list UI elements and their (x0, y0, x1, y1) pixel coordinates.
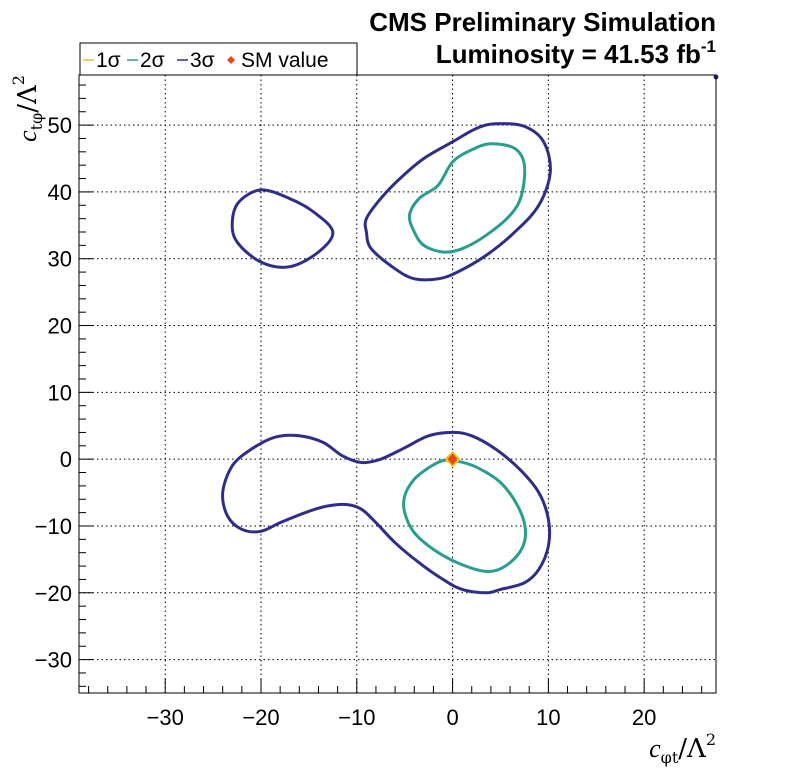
y-tick-label: −30 (35, 648, 72, 673)
plot-frame (78, 74, 717, 694)
sm-value-marker (445, 451, 460, 468)
contour-3sigma-0 (363, 122, 552, 282)
header-title: CMS Preliminary Simulation (369, 7, 716, 37)
legend-label-2sigma: 2σ (140, 49, 165, 72)
legend-marker-sm (227, 56, 235, 64)
y-axis-title: ctφ/Λ2 (9, 75, 46, 142)
header-luminosity: Luminosity = 41.53 fb-1 (436, 37, 716, 69)
y-tick-label: −20 (35, 581, 72, 606)
plot-area (79, 75, 716, 693)
x-tick-label: 20 (632, 705, 656, 730)
x-tick-label: −30 (147, 705, 184, 730)
x-axis-title: cφt/Λ2 (649, 730, 716, 767)
y-tick-label: 0 (60, 447, 72, 472)
legend-label-3sigma: 3σ (190, 49, 215, 72)
contour-3sigma-1 (230, 188, 335, 269)
x-tick-label: 0 (446, 705, 458, 730)
x-tick-label: 10 (536, 705, 560, 730)
y-tick-label: −10 (35, 514, 72, 539)
x-tick-label: −10 (338, 705, 375, 730)
contour-2sigma-1 (402, 458, 528, 573)
contour-3sigma-2 (221, 430, 552, 595)
contour-lines (221, 122, 552, 595)
contour-2sigma-0 (407, 142, 527, 254)
axis-ticks (79, 84, 703, 693)
legend-label-sm: SM value (241, 49, 329, 72)
axis-tick-labels: −30 −20 −10 0 10 20 −30 −20 −10 0 10 20 30 40 50 (35, 113, 657, 730)
legend-box (79, 42, 358, 76)
y-tick-label: 20 (48, 314, 72, 339)
y-tick-label: 30 (48, 247, 72, 272)
legend: 1σ 2σ 3σ SM value (79, 42, 358, 76)
legend-label-1sigma: 1σ (96, 49, 121, 72)
y-tick-label: 10 (48, 380, 72, 405)
y-tick-label: 40 (48, 180, 72, 205)
x-tick-label: −20 (242, 705, 279, 730)
y-tick-label: 50 (48, 113, 72, 138)
